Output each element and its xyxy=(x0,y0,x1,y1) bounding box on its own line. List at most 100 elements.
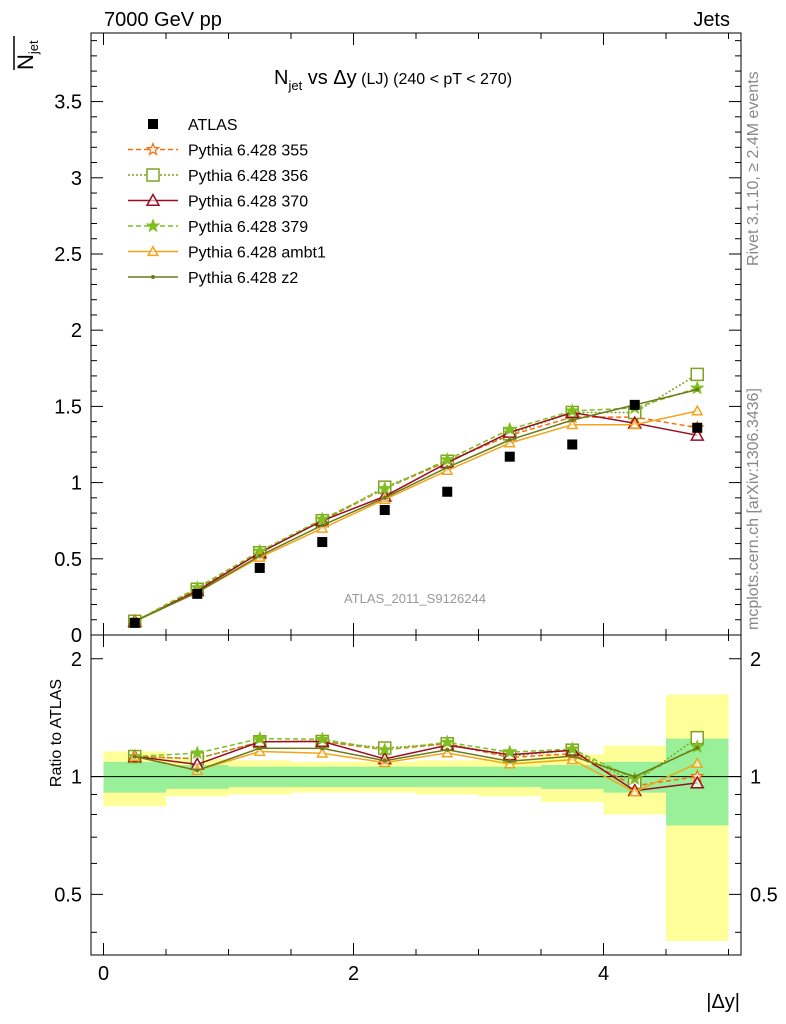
legend-label: Pythia 6.428 370 xyxy=(188,194,308,211)
atlas-data-point xyxy=(567,439,578,450)
series-marker xyxy=(382,495,387,500)
legend-marker xyxy=(146,245,160,257)
series-marker xyxy=(377,480,393,495)
atlas-data-point xyxy=(254,562,265,573)
energy-label: 7000 GeV pp xyxy=(104,9,222,31)
ratio-series-marker xyxy=(503,757,516,769)
plot-title-vs: vs Δy xyxy=(302,67,356,89)
ratio-series-marker xyxy=(377,742,393,757)
series-line xyxy=(134,410,698,622)
ratio-series-marker xyxy=(195,768,200,773)
ratio-series-marker xyxy=(253,745,266,757)
atlas-data-point xyxy=(317,537,328,548)
series-marker xyxy=(503,436,516,448)
ratio-series-marker xyxy=(320,746,325,751)
legend-marker xyxy=(146,168,160,182)
x-tick-label: 4 xyxy=(598,963,609,985)
ratio-series-marker xyxy=(439,734,455,749)
y-tick-label: 0.5 xyxy=(54,549,82,571)
atlas-data-point xyxy=(629,399,640,410)
ratio-series-marker xyxy=(689,775,705,789)
series-marker xyxy=(570,418,575,423)
y-tick-label: 2 xyxy=(71,320,82,342)
ratio-series-line xyxy=(134,750,698,793)
ratio-y-tick-label: 1 xyxy=(71,767,82,789)
ratio-series-marker xyxy=(502,744,518,759)
series-line xyxy=(134,373,698,622)
series-marker xyxy=(691,404,704,416)
ratio-series-marker xyxy=(570,754,575,759)
ratio-y-tick-label-right: 0.5 xyxy=(750,884,778,906)
series-marker xyxy=(257,553,262,558)
series-line xyxy=(134,388,698,622)
ratio-series-marker xyxy=(445,747,450,752)
series-marker xyxy=(566,418,579,430)
x-axis-label: |Δy| xyxy=(706,991,740,1013)
ratio-series-marker xyxy=(691,757,704,768)
atlas-data-point xyxy=(379,505,390,516)
legend-label: Pythia 6.428 z2 xyxy=(188,270,298,287)
plot-title-sub: jet xyxy=(287,78,302,93)
ratio-series-marker xyxy=(382,758,387,763)
series-marker xyxy=(316,521,329,533)
uncertainty-band-inner xyxy=(103,761,166,793)
legend-marker xyxy=(151,275,155,279)
legend-label: Pythia 6.428 379 xyxy=(188,219,308,236)
ratio-series-marker xyxy=(257,746,262,751)
process-label: Jets xyxy=(693,9,730,31)
legend-marker xyxy=(145,218,161,233)
analysis-watermark: ATLAS_2011_S9126244 xyxy=(344,591,486,606)
ratio-series-marker xyxy=(316,746,329,758)
series-marker xyxy=(502,421,518,436)
ratio-series-line xyxy=(134,747,698,778)
series-marker xyxy=(314,511,330,526)
rivet-label: Rivet 3.1.10, ≥ 2.4M events xyxy=(745,71,762,266)
series-marker xyxy=(690,367,704,382)
ratio-y-tick-label: 2 xyxy=(71,649,82,671)
series-marker xyxy=(689,427,705,441)
atlas-data-point xyxy=(192,588,203,599)
ratio-y-tick-label-right: 2 xyxy=(750,649,761,671)
ratio-series-marker xyxy=(507,759,512,764)
ratio-series-marker xyxy=(189,745,205,760)
plot-title-cut: (LJ) (240 < pT < 270) xyxy=(357,71,512,88)
legend-label: Pythia 6.428 355 xyxy=(188,143,308,160)
series-marker xyxy=(695,387,700,392)
y-axis-label-ratio: Ratio to ATLAS xyxy=(48,678,65,788)
ratio-series-marker xyxy=(252,730,268,745)
y-tick-label: 3.5 xyxy=(54,92,82,114)
legend-marker xyxy=(145,192,161,207)
legend-label: ATLAS xyxy=(188,117,238,134)
legend-label: Pythia 6.428 356 xyxy=(188,168,308,185)
series-line xyxy=(134,387,698,622)
ratio-y-tick-label: 0.5 xyxy=(54,884,82,906)
series-marker xyxy=(441,464,454,475)
ratio-series-marker xyxy=(566,753,579,765)
ratio-series-marker xyxy=(441,746,454,758)
y-axis-label-top: Njet xyxy=(13,40,41,70)
ratio-series-line xyxy=(134,740,698,792)
mcplots-label: mcplots.cern.ch [arXiv:1306.3436] xyxy=(745,388,762,630)
ratio-series-marker xyxy=(632,774,637,779)
x-tick-label: 0 xyxy=(98,963,109,985)
y-tick-label: 0 xyxy=(71,625,82,647)
ratio-series-marker xyxy=(564,741,580,756)
series-marker xyxy=(507,437,512,442)
series-marker xyxy=(628,418,641,430)
legend-marker xyxy=(148,119,158,129)
series-marker xyxy=(445,465,450,470)
legend-marker xyxy=(145,141,161,156)
series-line xyxy=(134,411,698,622)
legend-label: Pythia 6.428 ambt1 xyxy=(188,245,326,262)
x-tick-label: 2 xyxy=(348,963,359,985)
atlas-data-point xyxy=(442,486,453,497)
ratio-y-tick-label-right: 1 xyxy=(750,767,761,789)
ratio-series-marker xyxy=(695,745,700,750)
atlas-data-point xyxy=(129,617,140,628)
ratio-series-marker xyxy=(628,785,641,797)
series-marker xyxy=(564,403,580,418)
ratio-series-marker xyxy=(132,754,137,759)
series-marker xyxy=(439,451,455,466)
y-axis-label-sub: jet xyxy=(26,40,41,55)
